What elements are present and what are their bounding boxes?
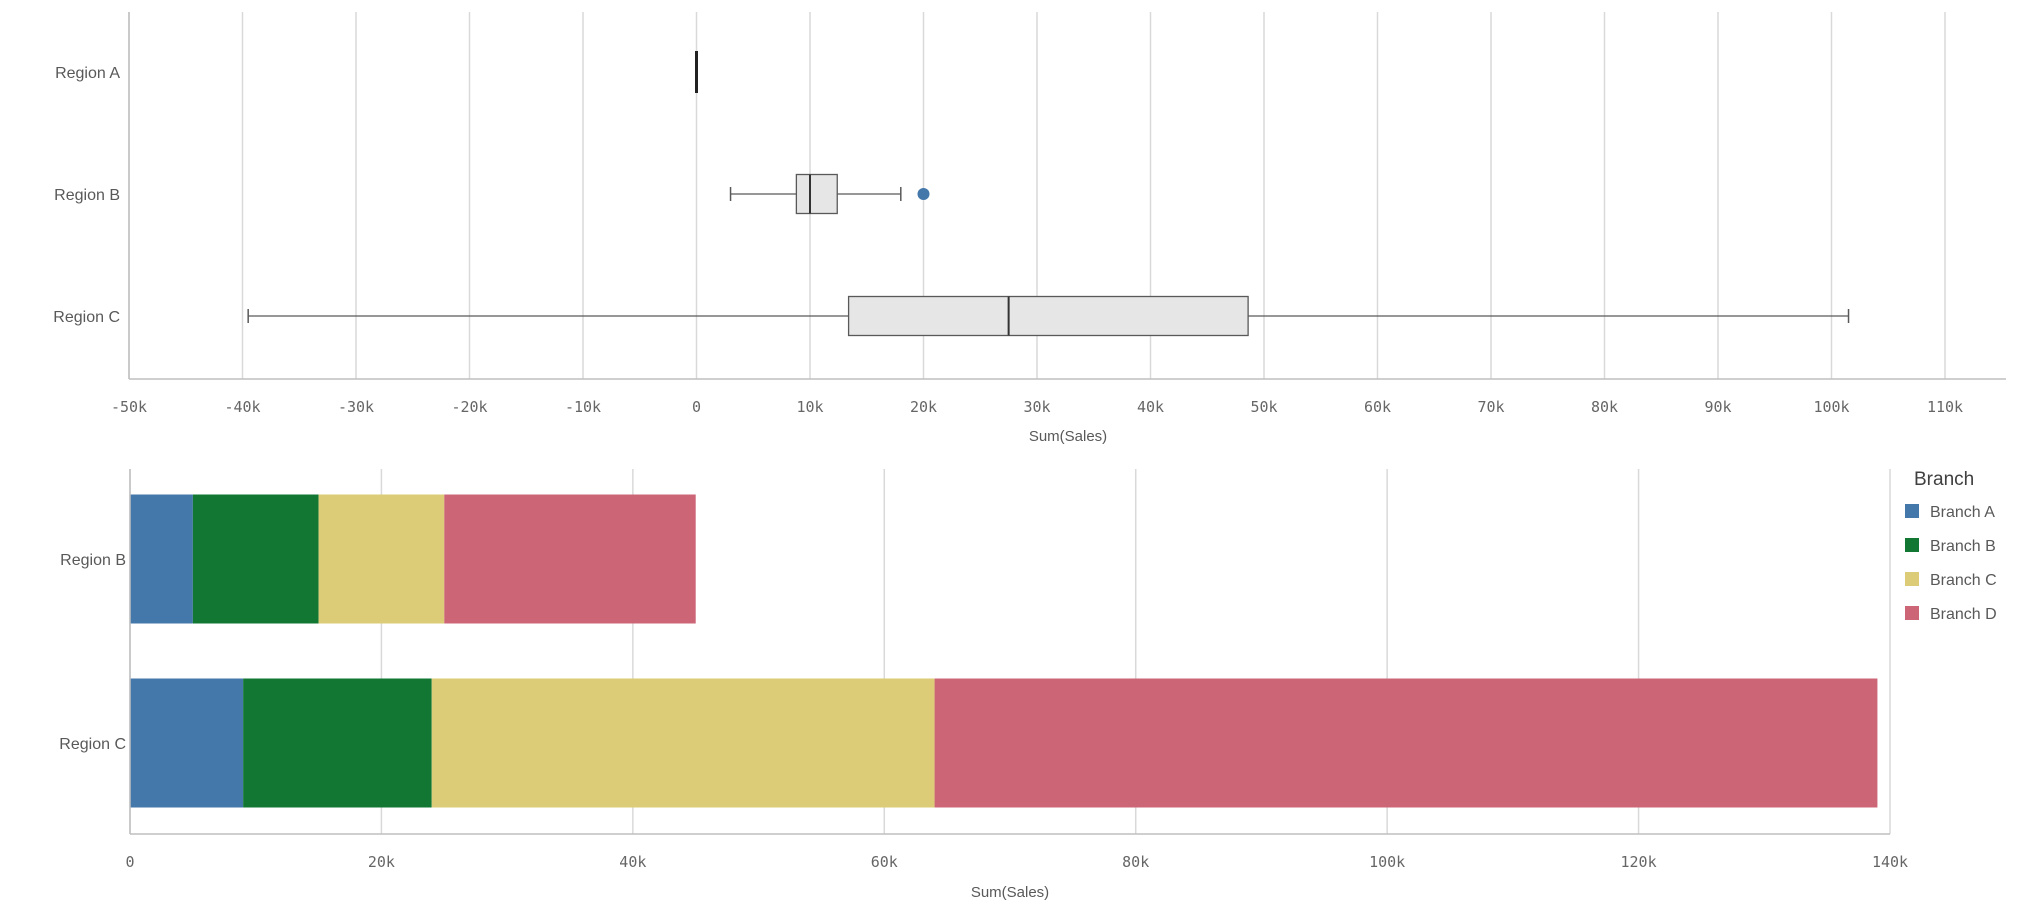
bar-x-tick-label: 0 bbox=[125, 853, 134, 871]
box-x-tick-label: 10k bbox=[796, 398, 823, 416]
bar-segment bbox=[192, 494, 319, 624]
bar-segment bbox=[444, 494, 696, 624]
legend-swatch bbox=[1905, 606, 1919, 620]
box-category-label: Region A bbox=[55, 65, 120, 82]
legend-item-label: Branch A bbox=[1930, 504, 1995, 521]
box-x-tick-label: 110k bbox=[1927, 398, 1963, 416]
box-x-tick-label: 100k bbox=[1813, 398, 1849, 416]
box-category-label: Region B bbox=[54, 187, 120, 204]
bar-x-tick-label: 140k bbox=[1872, 853, 1908, 871]
bar-x-axis-title: Sum(Sales) bbox=[971, 884, 1049, 901]
bar-x-tick-label: 100k bbox=[1369, 853, 1405, 871]
box-outlier-point bbox=[917, 188, 930, 200]
bar-x-tick-label: 120k bbox=[1621, 853, 1657, 871]
legend-swatch bbox=[1905, 572, 1919, 586]
bar-category-label: Region C bbox=[59, 736, 126, 753]
box-iqr bbox=[847, 295, 1249, 337]
legend-item-label: Branch D bbox=[1930, 606, 1997, 623]
bar-x-tick-label: 80k bbox=[1122, 853, 1149, 871]
legend-item-label: Branch C bbox=[1930, 572, 1997, 589]
bar-x-tick-label: 20k bbox=[368, 853, 395, 871]
legend-swatch bbox=[1905, 538, 1919, 552]
bar-segment bbox=[431, 678, 935, 808]
bar-segment bbox=[934, 678, 1878, 808]
bar-segment bbox=[243, 678, 432, 808]
box-x-tick-label: 80k bbox=[1591, 398, 1618, 416]
box-x-tick-label: 50k bbox=[1250, 398, 1277, 416]
stacked-bar-chart: 0 20k 40k 60k 80k 100k 120k 140k Region B Region … bbox=[59, 469, 1997, 901]
legend-title: Branch bbox=[1914, 469, 1974, 490]
bar-x-tick-label: 40k bbox=[619, 853, 646, 871]
legend-swatch bbox=[1905, 504, 1919, 518]
box-x-tick-label: 30k bbox=[1023, 398, 1050, 416]
box-x-tick-label: -50k bbox=[111, 398, 147, 416]
box-x-tick-label: 20k bbox=[910, 398, 937, 416]
box-plot-chart: -50k -40k -30k -20k -10k 0 10k 20k 30k 40k 50k 60k 7… bbox=[53, 12, 2006, 445]
box-x-tick-label: -30k bbox=[338, 398, 374, 416]
box-x-tick-label: 90k bbox=[1704, 398, 1731, 416]
box-x-tick-label: -20k bbox=[451, 398, 487, 416]
box-x-axis-title: Sum(Sales) bbox=[1029, 428, 1107, 445]
box-x-tick-label: 40k bbox=[1137, 398, 1164, 416]
box-x-tick-label: -10k bbox=[565, 398, 601, 416]
box-category-label: Region C bbox=[53, 309, 120, 326]
box-x-tick-label: 0 bbox=[692, 398, 701, 416]
bar-category-label: Region B bbox=[60, 552, 126, 569]
box-iqr bbox=[795, 173, 838, 215]
bar-segment bbox=[130, 678, 244, 808]
box-x-tick-label: 70k bbox=[1477, 398, 1504, 416]
bar-x-tick-label: 60k bbox=[871, 853, 898, 871]
box-x-tick-label: -40k bbox=[224, 398, 260, 416]
box-x-tick-label: 60k bbox=[1364, 398, 1391, 416]
legend-item-label: Branch B bbox=[1930, 538, 1996, 555]
bar-segment bbox=[318, 494, 445, 624]
bar-segment bbox=[130, 494, 193, 624]
